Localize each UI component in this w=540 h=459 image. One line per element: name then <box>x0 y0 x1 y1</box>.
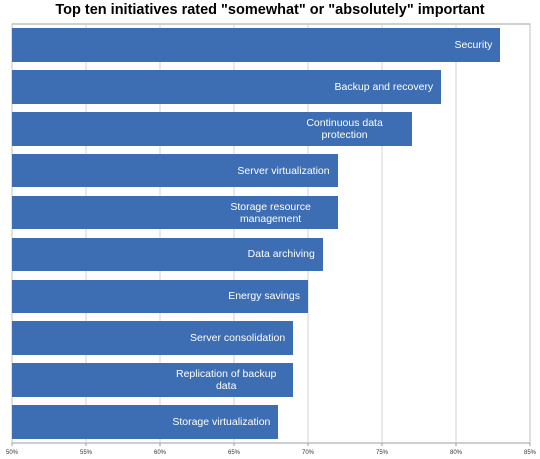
category-label: Data archiving <box>247 248 315 261</box>
category-label: Backup and recovery <box>334 80 434 93</box>
bar: Server virtualization <box>12 153 338 188</box>
x-tick-label: 65% <box>228 450 241 456</box>
x-tick-label: 80% <box>450 450 463 456</box>
category-label: Replication of backup data <box>175 368 277 393</box>
bar: Server consolidation <box>12 321 294 355</box>
category-label: Storage resource management <box>230 200 311 225</box>
bar: Continuous data protection <box>12 111 412 146</box>
category-label: Energy savings <box>228 290 300 303</box>
x-tick-label: 50% <box>6 450 19 456</box>
x-tick-label: 55% <box>80 450 93 456</box>
category-label: Server consolidation <box>190 332 286 345</box>
category-label: Storage virtualization <box>172 416 271 429</box>
category-label: Continuous data protection <box>306 116 383 141</box>
bar: Replication of backup data <box>12 363 294 397</box>
bar: Data archiving <box>12 237 323 272</box>
category-label: Server virtualization <box>237 164 330 177</box>
bar: Security <box>12 28 501 62</box>
category-label: Security <box>454 38 493 51</box>
x-tick-label: 60% <box>154 450 167 456</box>
bar: Storage resource management <box>12 195 338 230</box>
chart-title: Top ten initiatives rated "somewhat" or … <box>55 2 485 18</box>
x-tick-label: 85% <box>524 450 537 456</box>
x-tick-label: 75% <box>376 450 389 456</box>
bar: Storage virtualization <box>12 405 279 439</box>
bar: Energy savings <box>12 279 308 314</box>
bar: Backup and recovery <box>12 70 442 104</box>
x-tick-label: 70% <box>302 450 315 456</box>
